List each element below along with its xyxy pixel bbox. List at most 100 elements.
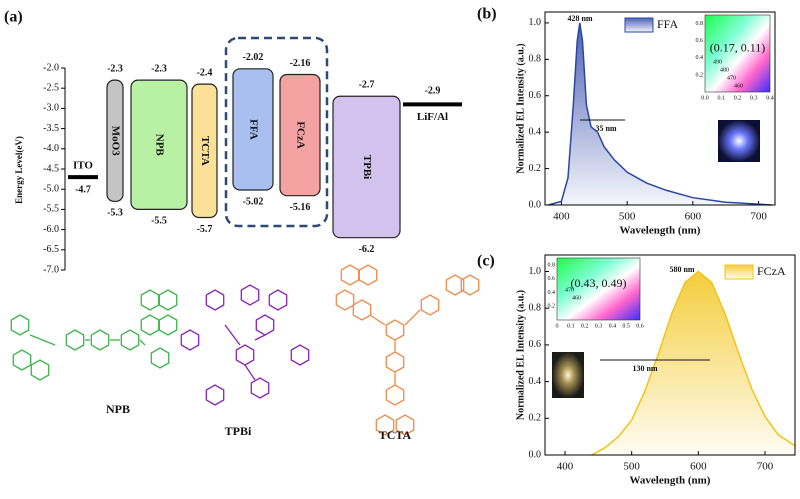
bond: [224, 324, 241, 346]
electrode-value: -4.7: [75, 184, 91, 195]
highlight-box: [224, 36, 329, 228]
x-tick-label: 700: [757, 461, 774, 473]
ring: [65, 329, 85, 351]
inset-x-tick-label: 0: [556, 323, 559, 329]
layer-name: MoO3: [109, 126, 121, 156]
lumo-label: -2.3: [107, 63, 123, 74]
y-tick-label: 0.6: [529, 339, 542, 350]
peak-annotation: 428 nm: [567, 14, 592, 23]
locus-wavelength: 490: [713, 59, 722, 65]
y-axis-title: Normalized EL Intensity (a.u.): [515, 290, 526, 420]
device-photo: [552, 352, 584, 398]
inset-x-tick-label: 0.2: [581, 323, 589, 329]
y-tick-label: -5.5: [43, 204, 59, 215]
panel-label: (b): [477, 6, 497, 23]
x-tick-label: 700: [750, 211, 767, 223]
homo-label: -5.3: [107, 208, 123, 219]
ring: [150, 347, 170, 369]
y-tick-label: -6.5: [43, 244, 59, 255]
energy-bar: [279, 73, 321, 197]
x-tick-label: 600: [690, 461, 707, 473]
energy-bar: [106, 79, 124, 202]
layer-name: FCzA: [294, 121, 306, 149]
bond: [139, 339, 146, 346]
molecule-name: NPB: [106, 402, 130, 416]
inset-x-tick-label: 0.5: [622, 323, 630, 329]
inset-y-tick-label: 0.6: [696, 38, 704, 44]
locus-wavelength: 470: [727, 75, 736, 81]
ring: [352, 299, 372, 321]
y-tick-label: -7.0: [43, 264, 59, 275]
bond: [369, 314, 386, 326]
y-tick-label: -3.0: [43, 103, 59, 114]
ring: [90, 329, 110, 351]
inset-x-tick-label: 0.2: [734, 95, 742, 101]
y-tick-label: 1.0: [529, 17, 542, 28]
x-tick-label: 400: [557, 461, 574, 473]
inset-x-tick-label: 0.1: [567, 323, 575, 329]
x-tick-label: 600: [685, 211, 702, 223]
homo-label: -5.02: [243, 196, 264, 207]
ring: [10, 314, 30, 336]
inset-y-tick-label: 0.2: [548, 304, 556, 310]
bond: [404, 309, 421, 326]
lumo-label: -2.7: [359, 80, 375, 91]
line: [548, 22, 772, 206]
ring: [140, 314, 160, 336]
layer-name: FFA: [247, 119, 259, 140]
bond: [254, 334, 266, 341]
area: [591, 271, 795, 455]
energy-bar: [332, 95, 401, 239]
inset-x-tick-label: 0.4: [766, 95, 774, 101]
y-tick-label: 0.8: [529, 303, 542, 314]
inset-x-tick-label: 0.1: [718, 95, 726, 101]
homo-label: -6.2: [359, 244, 375, 255]
homo-label: -5.7: [197, 224, 213, 235]
ring: [180, 329, 200, 351]
ring: [158, 289, 178, 311]
panel-label: (c): [477, 253, 495, 270]
locus-wavelength: 480: [720, 67, 729, 73]
legend-label: FFA: [657, 17, 678, 31]
inset-x-tick-label: 0.3: [595, 323, 603, 329]
device-photo: [718, 120, 760, 162]
fwhm-annotation: 35 nm: [595, 124, 616, 133]
y-tick-label: 0.2: [529, 413, 542, 424]
x-axis-title: Wavelength (nm): [630, 475, 711, 487]
inset-x-tick-label: 0.0: [701, 95, 709, 101]
inset-y-tick-label: 0.2: [696, 72, 704, 78]
ring: [385, 384, 405, 406]
legend-swatch: [724, 264, 754, 280]
peak-annotation: 580 nm: [669, 265, 694, 274]
molecule-name: TPBi: [225, 424, 252, 438]
ring: [420, 294, 440, 316]
inset-y-tick-label: 0.6: [548, 276, 556, 282]
inset-y-tick-label: 0.8: [696, 21, 704, 27]
homo-label: -5.16: [290, 202, 311, 213]
y-tick-label: 0.2: [529, 163, 542, 174]
inset-x-tick-label: 0.3: [750, 95, 758, 101]
homo-label: -5.5: [151, 216, 167, 227]
cie-coordinate: (0.43, 0.49): [571, 276, 627, 290]
ring: [250, 377, 270, 399]
y-tick-label: -6.0: [43, 224, 59, 235]
y-axis-title: Normalized EL Intensity (a.u.): [515, 43, 526, 173]
ring: [375, 414, 395, 436]
ring: [240, 284, 260, 306]
ring: [460, 274, 480, 296]
inset-x-tick-label: 0.4: [609, 323, 617, 329]
layer-name: NPB: [153, 134, 165, 157]
inset-x-tick-label: 0.6: [636, 323, 644, 329]
ring: [12, 349, 32, 371]
x-tick-label: 500: [619, 211, 636, 223]
y-axis-title: Energy Level(eV): [14, 136, 24, 204]
plot-frame: [544, 11, 776, 206]
electrode-name: ITO: [73, 160, 93, 172]
energy-bar: [130, 79, 188, 211]
ring: [235, 344, 255, 366]
y-tick-label: -5.0: [43, 183, 59, 194]
legend-label: FCzA: [757, 264, 786, 278]
inset-y-tick-label: 0.4: [696, 55, 704, 61]
bond: [244, 364, 256, 381]
